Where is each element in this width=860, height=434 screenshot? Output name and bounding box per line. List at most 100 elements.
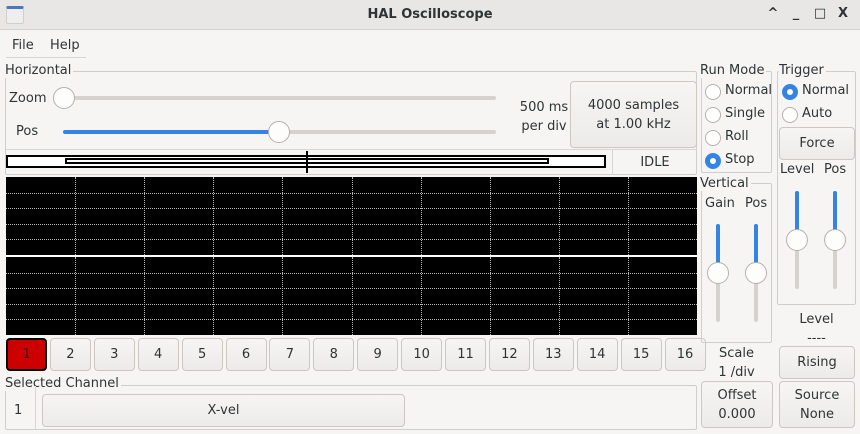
scope-display[interactable]	[6, 177, 697, 335]
grid-line	[6, 319, 697, 321]
samples-button[interactable]: 4000 samples at 1.00 kHz	[570, 81, 697, 148]
grid-line	[558, 177, 560, 255]
time-per-div: 500 ms per div	[510, 98, 578, 136]
selected-channel-number: 1	[14, 403, 23, 418]
channel-button-13[interactable]: 13	[532, 338, 574, 371]
channel-button-7[interactable]: 7	[269, 338, 311, 371]
channel-button-12[interactable]: 12	[488, 338, 530, 371]
grid-line	[6, 272, 697, 274]
source-label: Source	[794, 387, 840, 403]
menu-help[interactable]: Help	[50, 38, 80, 53]
edge-button[interactable]: Rising	[779, 346, 855, 379]
grid-line	[351, 257, 353, 335]
pos-slider-handle[interactable]	[268, 121, 290, 143]
grid-line	[6, 288, 697, 290]
channel-button-8[interactable]: 8	[313, 338, 355, 371]
record-position-bar[interactable]	[6, 151, 606, 173]
channel-button-15[interactable]: 15	[620, 338, 662, 371]
channel-button-6[interactable]: 6	[225, 338, 267, 371]
channel-button-5[interactable]: 5	[181, 338, 223, 371]
trigger-label: Trigger	[779, 63, 826, 78]
run-mode-label-stop[interactable]: Stop	[725, 152, 755, 167]
trigger-mode-radio-auto[interactable]	[782, 107, 798, 123]
gain-slider-handle[interactable]	[707, 262, 729, 284]
channel-button-11[interactable]: 11	[445, 338, 486, 371]
channel-button-9[interactable]: 9	[357, 338, 399, 371]
run-mode-label-single[interactable]: Single	[725, 106, 765, 121]
shade-button[interactable]: ^	[767, 6, 779, 21]
level-value: ----	[807, 331, 826, 346]
title-bar: HAL Oscilloscope ^ _ □ X	[0, 0, 860, 30]
grid-line	[144, 257, 146, 335]
grid-line	[420, 177, 422, 255]
trigger-mode-label-auto[interactable]: Auto	[802, 106, 833, 121]
trigger-pos-label: Pos	[824, 162, 847, 177]
source-button[interactable]: Source None	[779, 381, 855, 428]
window-title: HAL Oscilloscope	[367, 7, 493, 22]
trigger-level-readout: Level ----	[777, 310, 856, 348]
offset-button[interactable]: Offset 0.000	[701, 381, 773, 428]
pos-label: Pos	[16, 124, 39, 139]
menu-divider	[6, 57, 86, 58]
zoom-slider-handle[interactable]	[53, 87, 75, 109]
grid-line	[351, 177, 353, 255]
selected-channel-label: Selected Channel	[5, 376, 121, 391]
status-text: IDLE	[612, 149, 697, 175]
divider	[6, 149, 697, 150]
divider	[35, 386, 36, 429]
scale-label: Scale	[719, 346, 754, 361]
trigger-pos-slider-handle[interactable]	[824, 229, 846, 251]
horizontal-label: Horizontal	[5, 63, 74, 78]
channel-button-3[interactable]: 3	[93, 338, 135, 371]
grid-line	[6, 208, 697, 210]
grid-line	[144, 177, 146, 255]
close-button[interactable]: X	[837, 6, 849, 21]
source-value: None	[800, 406, 834, 422]
grid-line	[75, 177, 77, 255]
offset-value: 0.000	[718, 406, 756, 422]
run-mode-radio-roll[interactable]	[705, 130, 721, 146]
grid-line	[6, 303, 697, 305]
app-icon	[6, 6, 24, 24]
channel-button-16[interactable]: 16	[664, 338, 706, 371]
zoom-slider[interactable]	[62, 96, 496, 100]
grid-line	[213, 257, 215, 335]
run-mode-label-normal[interactable]: Normal	[725, 83, 773, 98]
run-mode-radio-stop[interactable]	[705, 153, 721, 169]
menu-file[interactable]: File	[12, 38, 34, 53]
grid-line	[282, 177, 284, 255]
trigger-level-slider-handle[interactable]	[786, 229, 808, 251]
trace-divider	[6, 255, 697, 257]
grid-line	[489, 257, 491, 335]
rate-value: 500 ms	[519, 100, 569, 115]
trigger-marker	[306, 151, 308, 173]
grid-line	[6, 239, 697, 241]
channel-button-4[interactable]: 4	[137, 338, 179, 371]
level-title: Level	[799, 312, 834, 327]
force-button[interactable]: Force	[779, 127, 855, 160]
rate-unit: per div	[521, 119, 567, 134]
run-mode-radio-single[interactable]	[705, 107, 721, 123]
trigger-mode-label-normal[interactable]: Normal	[802, 83, 850, 98]
grid-line	[213, 177, 215, 255]
minimize-button[interactable]: _	[792, 6, 800, 21]
channel-button-14[interactable]: 14	[576, 338, 618, 371]
channel-button-1[interactable]: 1	[6, 338, 47, 371]
maximize-button[interactable]: □	[813, 6, 827, 21]
vertical-pos-label: Pos	[745, 196, 768, 211]
zoom-label: Zoom	[9, 91, 47, 106]
trigger-mode-radio-normal[interactable]	[782, 84, 798, 100]
grid-line	[627, 177, 629, 255]
samples-count: 4000 samples	[587, 97, 680, 113]
channel-button-2[interactable]: 2	[49, 338, 91, 371]
run-mode-radio-normal[interactable]	[705, 84, 721, 100]
vertical-pos-slider-handle[interactable]	[745, 262, 767, 284]
offset-label: Offset	[717, 387, 757, 403]
selected-channel-frame	[5, 385, 697, 430]
grid-line	[489, 177, 491, 255]
run-mode-label-roll[interactable]: Roll	[725, 129, 749, 144]
channel-name-button[interactable]: X-vel	[42, 394, 405, 427]
channel-button-10[interactable]: 10	[401, 338, 443, 371]
grid-line	[282, 257, 284, 335]
grid-line	[558, 257, 560, 335]
